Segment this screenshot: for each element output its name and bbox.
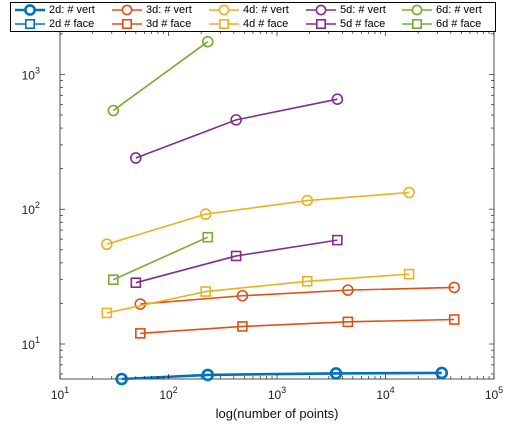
series-line xyxy=(112,236,209,281)
legend-swatch xyxy=(402,4,432,16)
data-point-circle xyxy=(199,208,212,220)
legend-swatch xyxy=(209,4,239,16)
x-tick-label: 103 xyxy=(268,385,286,402)
legend-label: 3d: # vert xyxy=(146,4,192,16)
series-line xyxy=(106,273,410,314)
legend-label: 2d: # vert xyxy=(49,4,95,16)
legend-swatch xyxy=(306,4,336,16)
x-tick-label: 102 xyxy=(159,385,177,402)
x-tick-label: 104 xyxy=(376,385,394,402)
legend-label: 6d: # vert xyxy=(436,4,482,16)
legend-item: 2d # face xyxy=(13,17,94,31)
data-point-circle xyxy=(201,368,215,382)
data-point-circle xyxy=(115,372,128,386)
data-point-square xyxy=(230,250,242,262)
x-tick-label: 101 xyxy=(51,385,69,402)
legend-label: 4d: # vert xyxy=(243,4,289,16)
data-point-square xyxy=(403,268,415,280)
series-6 xyxy=(101,268,415,319)
data-point-circle xyxy=(342,284,354,296)
legend-swatch xyxy=(15,18,45,29)
series-line xyxy=(121,371,442,381)
legend-item: 5d: # vert xyxy=(304,3,386,17)
series-line xyxy=(140,286,455,305)
legend-item: 6d # face xyxy=(400,17,481,31)
data-point-circle xyxy=(130,152,142,164)
y-tick-label: 101 xyxy=(22,335,40,352)
legend-label: 6d # face xyxy=(436,18,482,30)
data-point-circle xyxy=(329,367,343,380)
series-line xyxy=(135,239,338,284)
legend-item: 5d # face xyxy=(304,17,385,31)
series-8 xyxy=(130,234,343,288)
data-point-square xyxy=(448,314,460,325)
legend: 2d: # vert 2d # face 3d: # vert 3d # face 4d… xyxy=(10,2,496,32)
data-point-circle xyxy=(448,281,461,294)
legend-item: 4d # face xyxy=(207,17,288,31)
series-7 xyxy=(130,93,344,164)
series-1 xyxy=(115,366,449,386)
legend-swatch xyxy=(402,18,432,29)
data-point-square xyxy=(342,316,354,328)
data-point-circle xyxy=(107,104,120,117)
data-point-square xyxy=(108,274,119,285)
legend-swatch xyxy=(15,4,45,16)
data-point-square xyxy=(135,328,146,339)
legend-item: 4d: # vert xyxy=(207,3,289,17)
data-point-square xyxy=(202,231,214,243)
series-line xyxy=(112,41,209,112)
data-point-circle xyxy=(435,366,449,380)
y-tick-label: 102 xyxy=(22,200,40,217)
legend-item: 2d: # vert xyxy=(13,3,95,17)
data-point-circle xyxy=(301,194,314,207)
data-point-square xyxy=(237,321,248,332)
data-point-circle xyxy=(201,35,214,48)
series-9 xyxy=(107,35,214,117)
series-5 xyxy=(101,186,415,251)
y-tick-label: 103 xyxy=(22,65,40,82)
series-line xyxy=(106,191,410,245)
legend-label: 5d # face xyxy=(340,18,386,30)
ticks-layer: 101 102 103 104 105 101 102 103 xyxy=(22,31,503,402)
data-point-square xyxy=(332,234,343,246)
data-point-square xyxy=(301,275,313,287)
data-point-circle xyxy=(236,289,249,302)
data-point-square xyxy=(130,277,142,288)
series-4 xyxy=(135,314,460,339)
legend-swatch xyxy=(112,4,142,16)
legend-swatch xyxy=(112,18,142,29)
series-10 xyxy=(108,231,214,285)
legend-item: 6d: # vert xyxy=(400,3,482,17)
data-point-square xyxy=(101,307,113,319)
data-point-circle xyxy=(230,114,242,126)
data-point-circle xyxy=(403,186,415,199)
legend-label: 4d # face xyxy=(243,18,289,30)
x-axis-label: log(number of points) xyxy=(216,406,339,421)
series-line xyxy=(135,98,338,159)
data-point-square xyxy=(200,286,211,297)
legend-item: 3d: # vert xyxy=(110,3,192,17)
legend-swatch xyxy=(306,18,336,29)
legend-label: 3d # face xyxy=(146,18,192,30)
series-layer xyxy=(101,35,461,386)
legend-label: 2d # face xyxy=(49,18,95,30)
series-line xyxy=(140,318,455,335)
series-3 xyxy=(134,281,461,310)
legend-item: 3d # face xyxy=(110,17,191,31)
data-point-circle xyxy=(331,93,344,105)
legend-label: 5d: # vert xyxy=(340,4,386,16)
legend-swatch xyxy=(209,18,239,29)
x-tick-label: 105 xyxy=(485,385,503,402)
data-point-circle xyxy=(101,238,113,251)
